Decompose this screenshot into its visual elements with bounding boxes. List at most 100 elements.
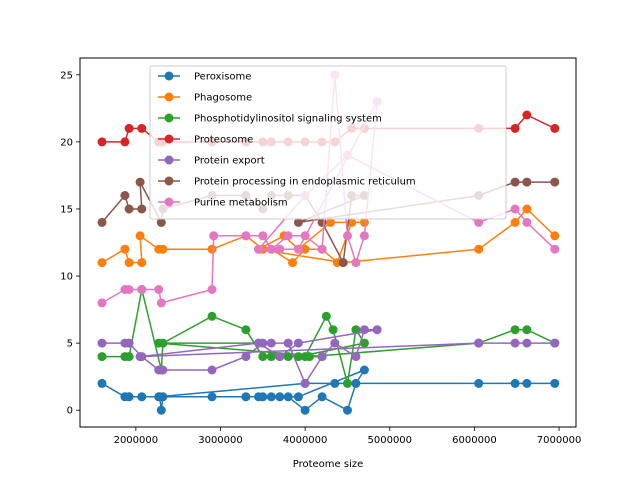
data-point	[207, 285, 217, 294]
data-point	[510, 177, 520, 187]
data-point	[343, 378, 352, 388]
data-point	[97, 352, 107, 362]
legend-marker	[164, 155, 174, 165]
data-point	[258, 231, 268, 241]
data-point	[550, 378, 560, 388]
data-point	[124, 352, 134, 362]
data-point	[275, 392, 285, 402]
data-point	[326, 217, 335, 227]
legend-item: Purine metabolism	[158, 197, 288, 209]
data-point	[137, 258, 147, 268]
data-point	[137, 392, 147, 402]
data-point	[343, 231, 352, 241]
data-point	[550, 177, 560, 187]
data-point	[359, 231, 369, 241]
data-point	[207, 365, 217, 375]
data-point	[254, 338, 264, 348]
data-point	[124, 285, 134, 294]
data-point	[317, 392, 327, 402]
data-point	[158, 244, 168, 254]
data-point	[275, 352, 285, 362]
legend-marker	[164, 176, 174, 186]
data-point	[300, 378, 310, 388]
data-point	[474, 217, 484, 227]
data-point	[97, 298, 107, 308]
data-point	[209, 231, 219, 241]
x-tick-label: 4000000	[283, 435, 328, 446]
data-point	[288, 258, 297, 268]
data-point	[97, 137, 107, 147]
data-point	[258, 352, 268, 362]
y-tick-label: 25	[60, 70, 73, 81]
legend-marker	[164, 92, 174, 102]
data-point	[328, 325, 338, 335]
data-point	[522, 378, 532, 388]
legend-label: Protein export	[194, 156, 265, 167]
data-point	[154, 285, 164, 294]
data-point	[97, 378, 107, 388]
data-point	[317, 244, 327, 254]
data-point	[321, 311, 331, 321]
data-point	[293, 392, 303, 402]
series-4	[97, 325, 560, 388]
data-point	[510, 217, 520, 227]
data-point	[293, 244, 303, 254]
data-point	[120, 191, 130, 200]
y-tick-label: 10	[60, 272, 73, 283]
legend-box	[149, 65, 507, 220]
legend-label: Phagosome	[194, 93, 252, 104]
data-point	[156, 217, 166, 227]
data-point	[317, 352, 327, 362]
legend-item: Protein export	[158, 155, 265, 167]
data-point	[304, 352, 314, 362]
data-point	[510, 325, 520, 335]
legend-item: Protein processing in endoplasmic reticu…	[158, 176, 416, 188]
data-point	[300, 244, 310, 254]
data-point	[522, 110, 532, 120]
data-point	[120, 137, 130, 147]
y-tick-label: 5	[67, 339, 73, 350]
legend-label: Phosphotidylinositol signaling system	[194, 114, 382, 125]
data-point	[550, 123, 560, 133]
data-point	[283, 392, 293, 402]
data-point	[300, 405, 310, 415]
data-point	[474, 338, 484, 348]
data-point	[550, 338, 560, 348]
data-point	[351, 352, 361, 362]
x-tick-label: 5000000	[368, 435, 413, 446]
data-point	[510, 123, 520, 133]
x-tick-label: 3000000	[198, 435, 243, 446]
data-point	[266, 392, 276, 402]
series-0	[97, 365, 560, 415]
data-point	[359, 217, 369, 227]
data-point	[550, 244, 560, 254]
data-point	[522, 177, 532, 187]
data-point	[510, 338, 520, 348]
y-tick-label: 15	[60, 204, 73, 215]
y-axis: 0 5 10 15 20 25	[60, 70, 80, 417]
legend-marker	[164, 71, 174, 81]
data-point	[474, 244, 484, 254]
legend-marker	[164, 113, 174, 123]
data-point	[135, 352, 145, 362]
data-point	[241, 231, 251, 241]
legend-item: Phagosome	[158, 92, 252, 104]
data-point	[266, 352, 276, 362]
data-point	[351, 258, 361, 268]
data-point	[300, 231, 310, 241]
data-point	[135, 231, 145, 241]
data-point	[343, 405, 352, 415]
data-point	[254, 392, 264, 402]
data-point	[359, 365, 369, 375]
data-point	[135, 177, 145, 187]
data-point	[124, 338, 134, 348]
data-point	[474, 378, 484, 388]
data-point	[510, 204, 520, 214]
data-point	[207, 244, 217, 254]
x-tick-label: 7000000	[537, 435, 582, 446]
data-point	[351, 378, 361, 388]
series-line	[102, 328, 555, 385]
x-tick-label: 2000000	[114, 435, 159, 446]
data-point	[550, 231, 560, 241]
